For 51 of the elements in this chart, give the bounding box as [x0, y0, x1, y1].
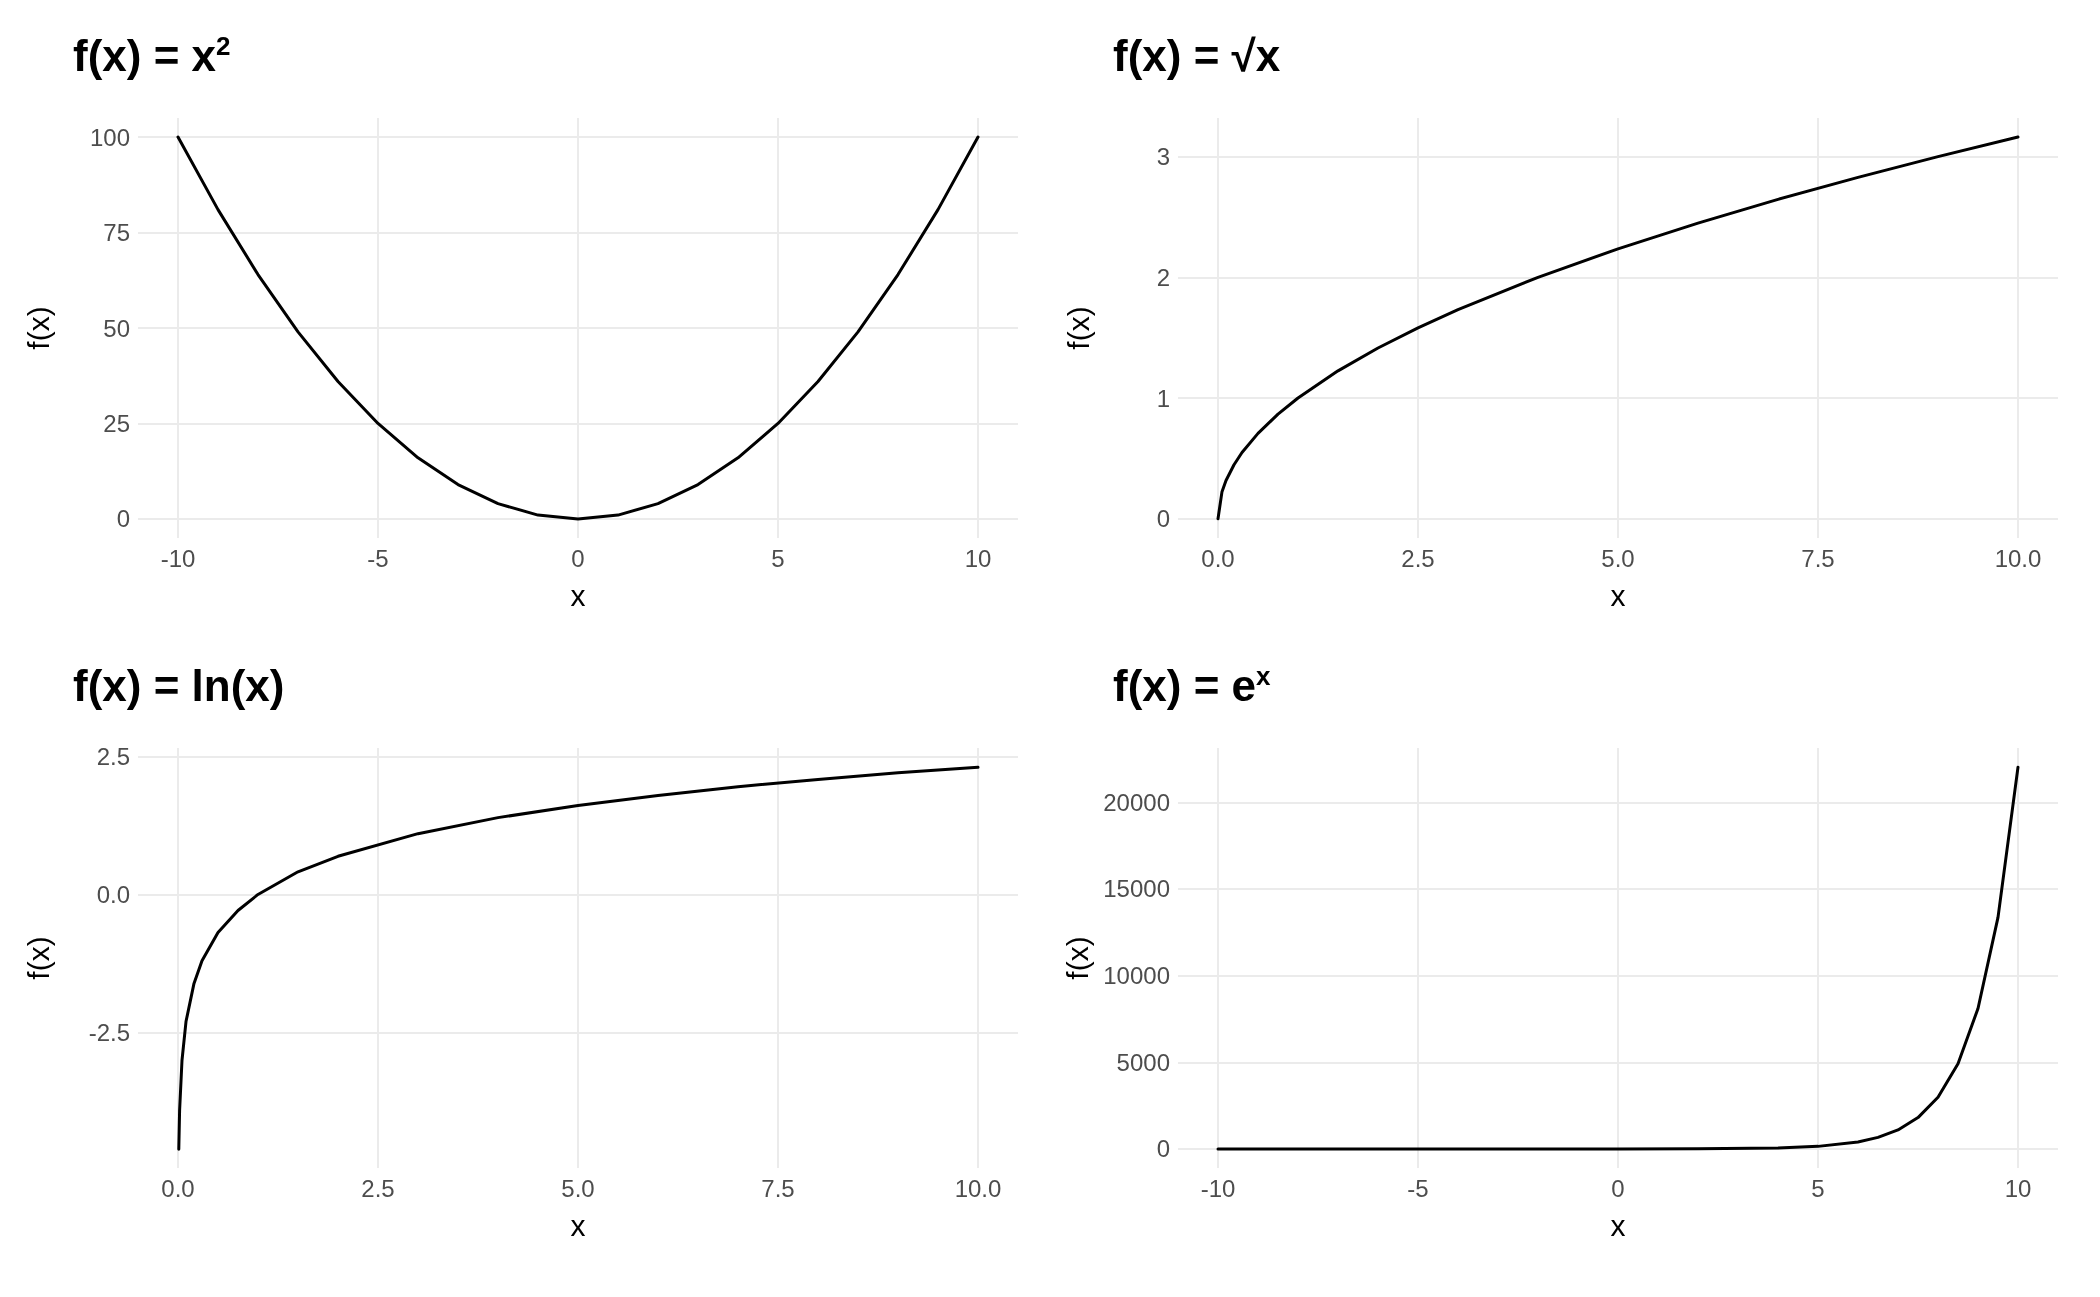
y-tick-label: 0.0: [96, 880, 130, 908]
x-tick-label: 0: [571, 544, 585, 572]
y-tick-label: 1: [1156, 384, 1170, 412]
chart-title: f(x) = ln(x): [73, 660, 285, 710]
x-tick-label: 7.5: [761, 1174, 795, 1202]
x-axis-title: x: [570, 1208, 586, 1242]
x-tick-label: 5.0: [1601, 544, 1635, 572]
y-tick-label: 50: [103, 314, 130, 342]
x-axis-title: x: [1610, 1208, 1626, 1242]
y-axis-title: f(x): [1061, 306, 1095, 350]
y-axis-title: f(x): [21, 936, 55, 980]
y-tick-label: 100: [89, 123, 130, 151]
y-axis-title: f(x): [21, 306, 55, 350]
x-tick-label: 7.5: [1801, 544, 1835, 572]
x-tick-label: 0: [1611, 1174, 1625, 1202]
x-axis-title: x: [1610, 578, 1626, 612]
y-tick-label: 20000: [1103, 788, 1170, 816]
x-tick-label: -10: [1200, 1174, 1236, 1202]
line-series: [177, 765, 980, 1151]
x-tick-label: 2.5: [361, 1174, 395, 1202]
y-tick-label: 2.5: [96, 742, 130, 770]
y-tick-label: 0: [1156, 1135, 1170, 1163]
y-tick-label: -2.5: [88, 1019, 130, 1047]
x-tick-label: 0.0: [161, 1174, 195, 1202]
x-tick-label: 5: [1811, 1174, 1825, 1202]
y-tick-label: 5000: [1116, 1048, 1170, 1076]
line-series: [176, 135, 980, 521]
y-tick-label: 0: [1156, 505, 1170, 533]
y-tick-label: 10000: [1103, 962, 1170, 990]
line-series: [1216, 765, 2020, 1151]
y-tick-label: 3: [1156, 143, 1170, 171]
x-tick-label: 10: [2004, 1174, 2032, 1202]
x-axis-title: x: [570, 578, 586, 612]
x-tick-label: 5: [771, 544, 785, 572]
x-tick-label: 0.0: [1201, 544, 1235, 572]
x-tick-label: 2.5: [1401, 544, 1435, 572]
y-tick-label: 2: [1156, 263, 1170, 291]
x-tick-label: -5: [367, 544, 389, 572]
x-tick-label: 10.0: [1994, 544, 2042, 572]
y-tick-label: 15000: [1103, 875, 1170, 903]
x-tick-label: 10: [964, 544, 992, 572]
line-series: [1216, 135, 2020, 521]
x-tick-label: -10: [160, 544, 196, 572]
y-tick-label: 25: [103, 409, 130, 437]
y-axis-title: f(x): [1060, 936, 1094, 980]
chart-title: f(x) = √x: [1113, 30, 1281, 80]
x-tick-label: -5: [1407, 1174, 1429, 1202]
x-tick-label: 5.0: [561, 1174, 595, 1202]
y-tick-label: 75: [103, 219, 130, 247]
x-tick-label: 10.0: [954, 1174, 1002, 1202]
y-tick-label: 0: [116, 505, 130, 533]
